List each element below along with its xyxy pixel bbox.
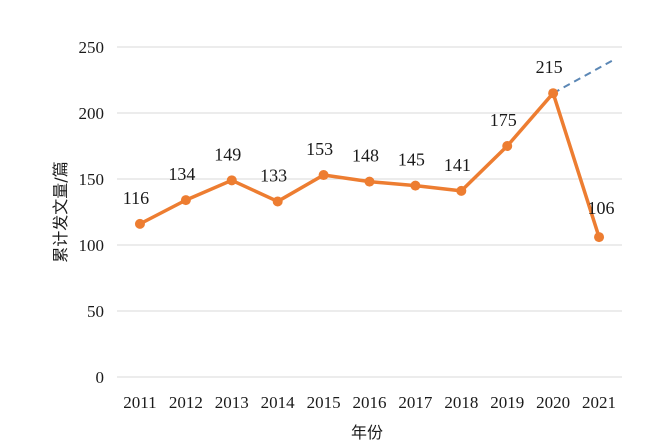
data-point: [318, 170, 329, 181]
data-label: 106: [588, 198, 615, 218]
data-label: 134: [168, 164, 195, 184]
y-axis-title: 累计发文量/篇: [51, 161, 70, 262]
gridlines: [117, 46, 622, 378]
x-tick-label: 2021: [582, 393, 616, 412]
data-label: 149: [214, 144, 241, 164]
data-label: 141: [444, 155, 471, 175]
x-tick-label: 2016: [353, 393, 387, 412]
y-tick-label: 200: [79, 104, 105, 123]
x-tick-label: 2019: [490, 393, 524, 412]
data-point: [134, 218, 145, 229]
data-label: 175: [490, 110, 517, 130]
y-axis-ticks: 0 50 100 150 200 250: [79, 38, 105, 387]
x-tick-label: 2015: [307, 393, 341, 412]
x-axis-title: 年份: [351, 423, 383, 442]
data-point: [502, 141, 513, 151]
x-tick-label: 2017: [398, 393, 433, 412]
data-point: [226, 175, 237, 186]
y-tick-label: 50: [87, 302, 104, 321]
data-point: [548, 88, 559, 99]
x-tick-label: 2020: [536, 393, 570, 412]
x-tick-label: 2013: [215, 393, 249, 412]
y-tick-label: 100: [79, 236, 105, 255]
data-point: [272, 196, 283, 207]
y-tick-label: 250: [79, 38, 105, 57]
data-point: [364, 176, 375, 187]
data-points: [134, 88, 605, 243]
data-labels: 116 134 149 133 153 148 145 141 175 215 106: [123, 57, 615, 218]
y-tick-label: 0: [96, 368, 105, 387]
y-tick-label: 150: [79, 170, 105, 189]
data-label: 116: [123, 188, 149, 208]
data-point: [594, 232, 605, 243]
data-point: [180, 195, 191, 206]
x-tick-label: 2014: [261, 393, 296, 412]
data-label: 215: [536, 57, 563, 77]
x-axis-ticks: 2011 2012 2013 2014 2015 2016 2017 2018 2019 2020…: [123, 393, 616, 412]
x-tick-label: 2018: [444, 393, 478, 412]
x-tick-label: 2012: [169, 393, 203, 412]
data-point: [410, 180, 421, 191]
x-tick-label: 2011: [123, 393, 156, 412]
data-label: 133: [260, 165, 287, 185]
data-point: [456, 185, 467, 196]
data-label: 145: [398, 150, 425, 170]
data-label: 148: [352, 146, 379, 166]
data-label: 153: [306, 139, 333, 159]
